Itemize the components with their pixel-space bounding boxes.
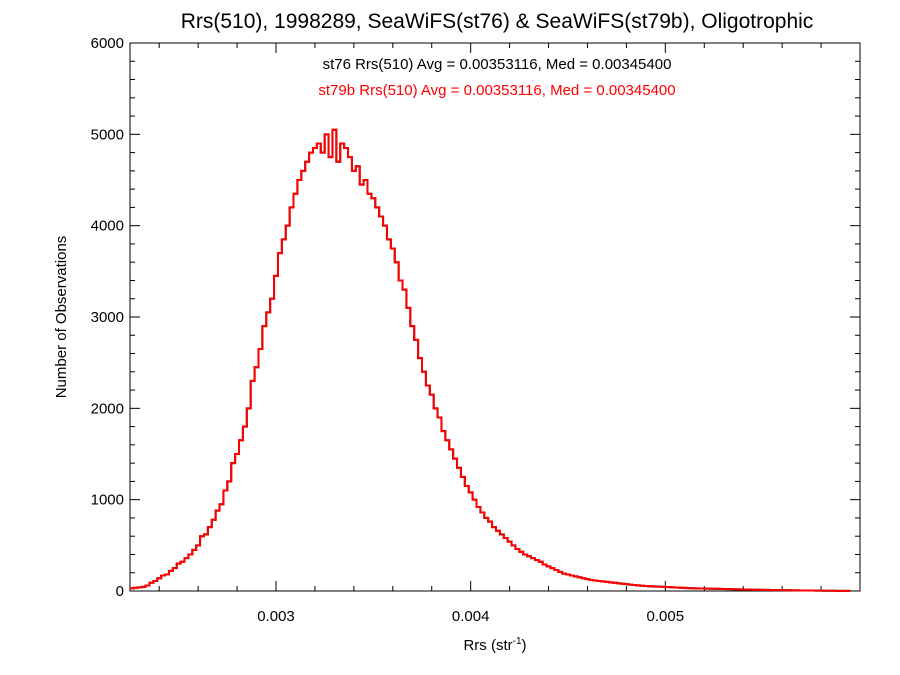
x-axis-label-text: Rrs (str	[463, 637, 512, 654]
x-tick-label: 0.005	[647, 608, 685, 625]
y-tick-labels: 0 1000 2000 3000 4000 5000 6000	[91, 35, 124, 600]
x-axis-label-close: )	[522, 637, 527, 654]
y-tick-label: 5000	[91, 126, 124, 143]
annotation-st76: st76 Rrs(510) Avg = 0.00353116, Med = 0.…	[323, 56, 672, 73]
plot-area	[129, 42, 861, 592]
x-tick-labels: 0.003 0.004 0.005	[257, 608, 684, 625]
y-tick-label: 3000	[91, 309, 124, 326]
chart-title: Rrs(510), 1998289, SeaWiFS(st76) & SeaWi…	[181, 10, 814, 33]
y-tick-label: 2000	[91, 400, 124, 417]
y-tick-label: 6000	[91, 35, 124, 52]
x-axis-label: Rrs (str-1)	[463, 636, 526, 654]
y-tick-label: 0	[116, 583, 124, 600]
y-axis-label: Number of Observations	[53, 236, 70, 399]
y-tick-label: 1000	[91, 492, 124, 509]
annotation-st79b: st79b Rrs(510) Avg = 0.00353116, Med = 0…	[318, 82, 675, 99]
y-tick-label: 4000	[91, 218, 124, 235]
axis-ticks	[130, 42, 861, 592]
series-group	[130, 128, 851, 592]
x-tick-label: 0.003	[257, 608, 295, 625]
x-tick-label: 0.004	[452, 608, 490, 625]
plot-frame	[129, 42, 861, 592]
x-axis-label-superscript: -1	[513, 636, 522, 647]
series-line-st79b	[130, 128, 851, 592]
